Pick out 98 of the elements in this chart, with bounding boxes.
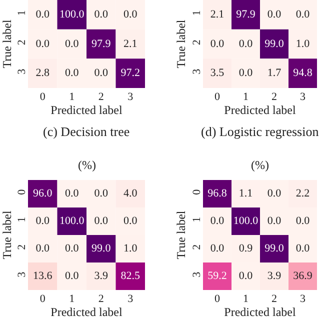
x-tick-label: 0 xyxy=(40,91,46,103)
x-tick-label: 3 xyxy=(300,293,306,305)
data-label: 0.0 xyxy=(65,242,80,254)
data-label: 100.0 xyxy=(233,215,259,227)
y-tick-label: 2 xyxy=(16,244,28,250)
data-label: 97.9 xyxy=(236,8,256,20)
x-tick-label: 2 xyxy=(98,293,104,305)
data-label: 2.2 xyxy=(296,188,310,200)
y-tick-label: 0 xyxy=(16,188,28,195)
x-axis-title: Predicted label xyxy=(50,305,123,319)
x-tick-label: 0 xyxy=(214,293,220,305)
data-label: 0.0 xyxy=(210,242,225,254)
data-label: 0.0 xyxy=(65,38,80,50)
data-label: 99.0 xyxy=(264,242,284,254)
data-label: 0.0 xyxy=(94,67,109,80)
data-label: 0.0 xyxy=(124,215,138,227)
x-tick-label: 3 xyxy=(300,91,306,103)
chart-title: (%) xyxy=(251,158,269,172)
data-label: 0.0 xyxy=(296,242,310,254)
data-label: 3.5 xyxy=(210,67,225,80)
data-label: 2.1 xyxy=(210,8,224,20)
y-tick-label: 1 xyxy=(190,216,203,222)
x-axis-title: Predicted label xyxy=(50,103,123,117)
data-label: 1.0 xyxy=(124,242,138,254)
y-tick-label: 1 xyxy=(16,216,28,222)
y-tick-label: 1 xyxy=(16,10,28,16)
data-label: 3.9 xyxy=(94,270,109,282)
data-label: 96.0 xyxy=(33,188,53,200)
data-label: 99.0 xyxy=(264,38,284,50)
data-label: 100.0 xyxy=(60,215,85,227)
data-label: 0.0 xyxy=(124,8,138,20)
data-label: 0.0 xyxy=(238,67,254,80)
data-label: 97.9 xyxy=(92,38,112,50)
text: (d) Logistic regression xyxy=(201,124,320,139)
data-label: 0.0 xyxy=(65,188,80,200)
y-axis-title: True label xyxy=(0,19,14,68)
y-tick-label: 3 xyxy=(190,68,203,74)
x-tick-label: 2 xyxy=(272,91,277,103)
data-label: 3.9 xyxy=(267,270,282,282)
data-label: 0.0 xyxy=(296,8,310,20)
data-label: 0.0 xyxy=(36,38,50,50)
data-label: 1.0 xyxy=(296,38,310,50)
data-label: 0.0 xyxy=(65,67,80,80)
data-label: 97.2 xyxy=(120,67,140,80)
data-label: 0.0 xyxy=(36,242,50,254)
y-tick-label: 2 xyxy=(190,244,203,250)
data-label: 0.0 xyxy=(267,8,282,20)
y-tick-label: 3 xyxy=(190,271,203,278)
data-label: 0.0 xyxy=(65,270,80,282)
data-label: 1.1 xyxy=(238,188,253,200)
y-tick-label: 3 xyxy=(16,271,28,278)
data-label: 2.1 xyxy=(124,38,138,50)
x-tick-label: 1 xyxy=(69,293,75,305)
chart-title: (%) xyxy=(78,158,96,172)
data-label: 100.0 xyxy=(60,8,85,20)
data-label: 0.0 xyxy=(94,215,109,227)
x-axis-title: Predicted label xyxy=(224,305,296,319)
x-tick-label: 2 xyxy=(272,293,277,305)
data-label: 0.0 xyxy=(94,8,109,20)
x-tick-label: 0 xyxy=(40,293,46,305)
x-axis-title: Predicted label xyxy=(224,103,296,117)
data-label: 36.9 xyxy=(293,270,313,282)
data-label: 0.0 xyxy=(296,215,310,227)
y-axis-title: True label xyxy=(0,210,14,260)
data-label: 96.8 xyxy=(208,188,228,200)
data-label: 82.5 xyxy=(120,270,141,282)
y-tick-label: 2 xyxy=(190,40,203,46)
data-label: 59.2 xyxy=(208,270,227,282)
data-label: 0.0 xyxy=(267,188,282,200)
data-label: 0.0 xyxy=(94,188,109,200)
x-tick-label: 1 xyxy=(243,293,248,305)
x-tick-label: 2 xyxy=(98,91,104,103)
y-axis-title: True label xyxy=(174,210,188,260)
data-label: 2.8 xyxy=(36,67,50,80)
x-tick-label: 3 xyxy=(128,91,134,103)
x-tick-label: 1 xyxy=(243,91,248,103)
x-tick-label: 3 xyxy=(128,293,134,305)
data-label: 94.8 xyxy=(293,67,313,80)
y-tick-label: 2 xyxy=(16,40,28,46)
y-tick-label: 1 xyxy=(190,10,203,16)
data-label: 99.0 xyxy=(92,242,112,254)
data-label: 0.0 xyxy=(210,215,225,227)
x-tick-label: 0 xyxy=(214,91,220,103)
data-label: 0.0 xyxy=(238,38,254,50)
y-tick-label: 3 xyxy=(16,68,28,74)
data-label: 1.7 xyxy=(267,67,282,80)
text: (c) Decision tree xyxy=(43,124,130,139)
data-label: 0.0 xyxy=(210,38,225,50)
data-label: 13.6 xyxy=(33,270,53,282)
data-label: 0.0 xyxy=(238,270,254,282)
y-axis-title: True label xyxy=(174,19,188,68)
data-label: 0.0 xyxy=(267,215,282,227)
data-label: 0.0 xyxy=(36,8,50,20)
y-tick-label: 0 xyxy=(190,188,203,195)
data-label: 0.9 xyxy=(238,242,254,254)
data-label: 4.0 xyxy=(124,188,138,200)
x-tick-label: 1 xyxy=(69,91,75,103)
data-label: 0.0 xyxy=(36,215,50,227)
